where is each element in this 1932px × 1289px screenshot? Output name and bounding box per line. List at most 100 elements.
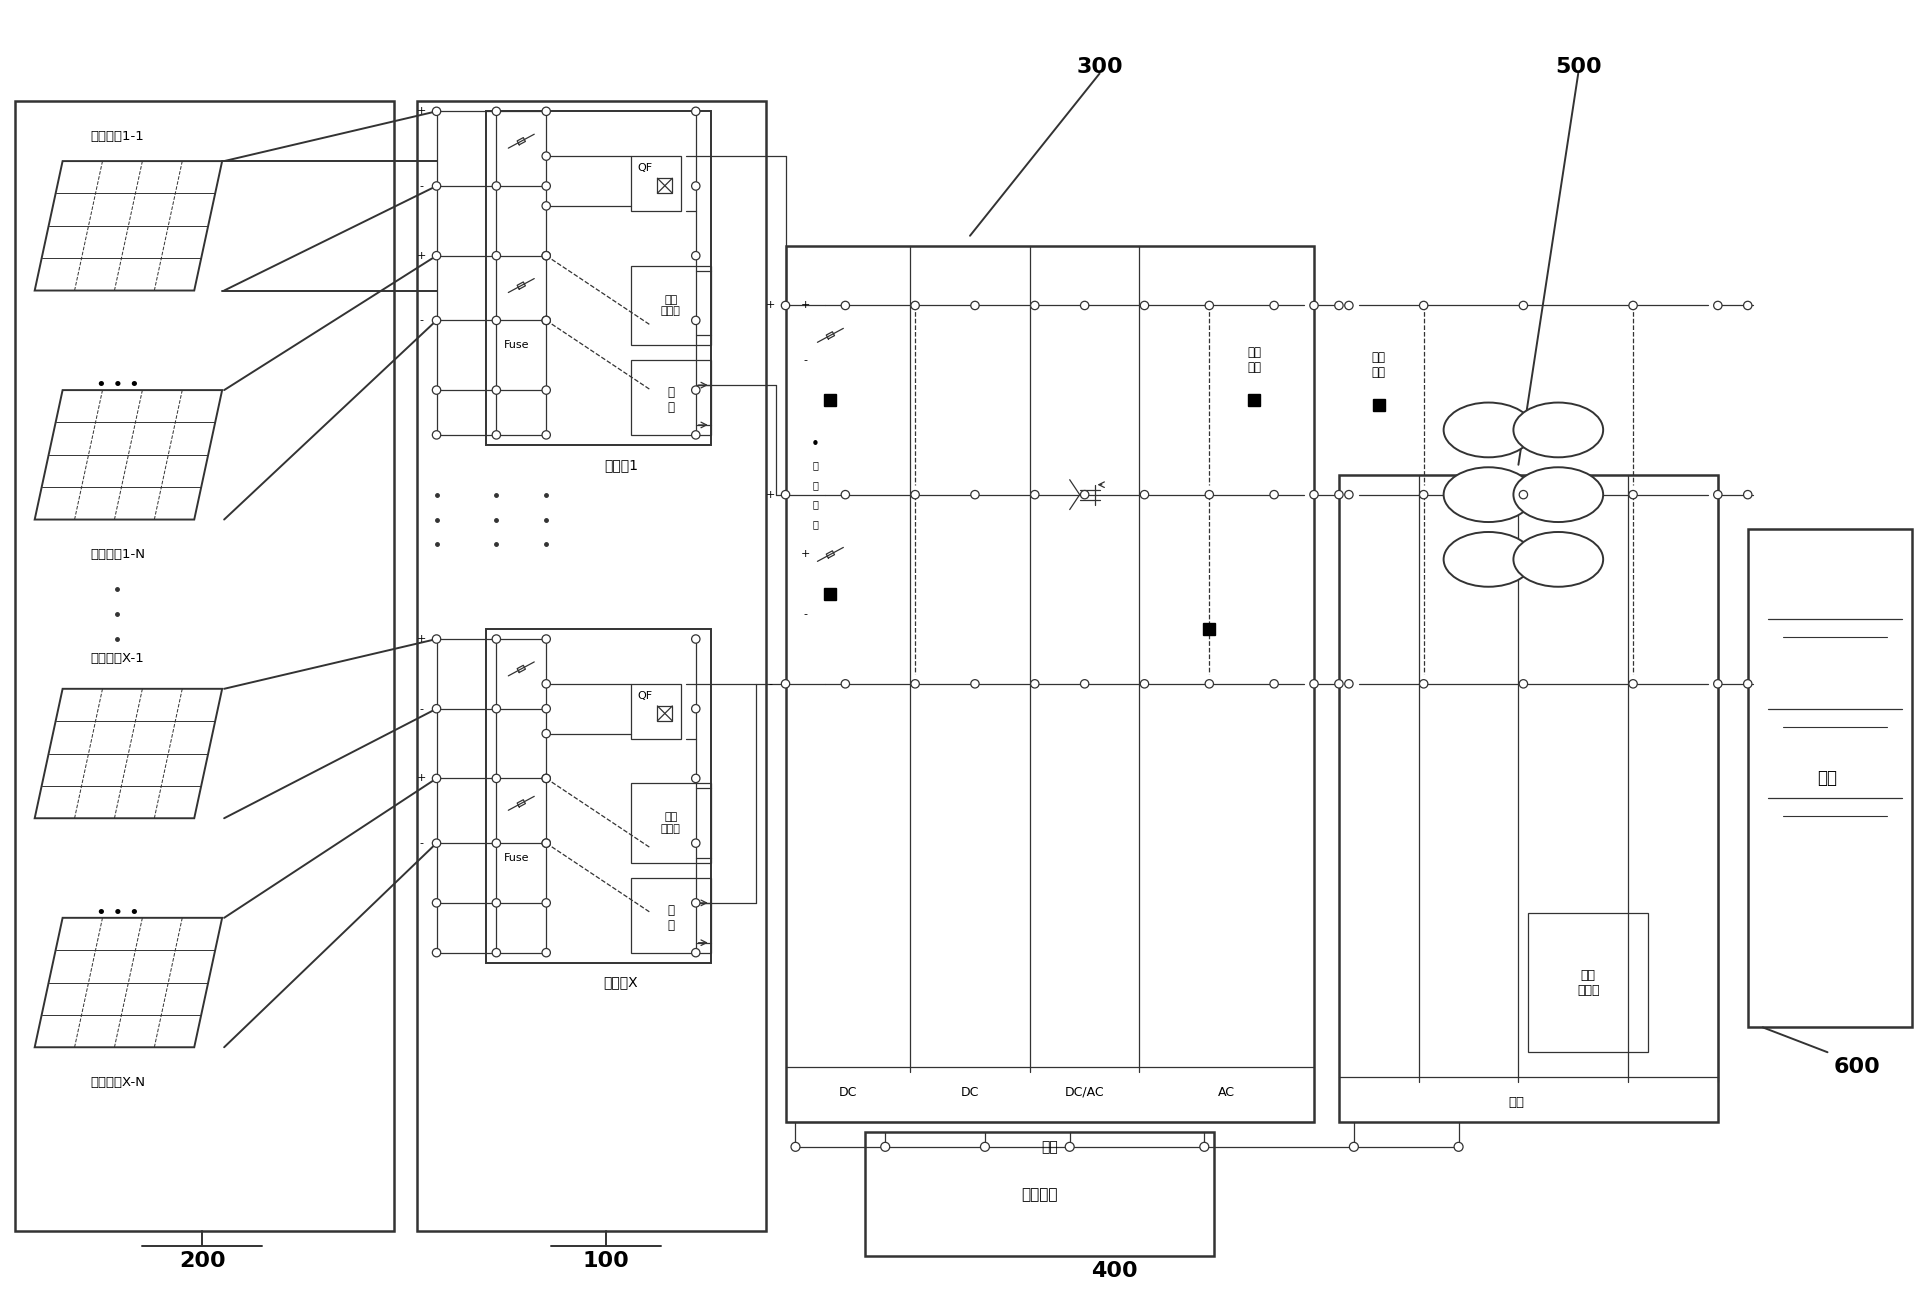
Bar [632, 360, 711, 434]
Circle shape [1714, 679, 1721, 688]
Circle shape [1206, 679, 1213, 688]
Circle shape [1629, 679, 1636, 688]
Circle shape [543, 182, 551, 191]
Circle shape [840, 491, 850, 499]
Circle shape [493, 251, 500, 260]
Circle shape [433, 182, 440, 191]
Circle shape [692, 107, 699, 116]
Circle shape [1629, 302, 1636, 309]
Circle shape [1420, 491, 1428, 499]
Text: 第一
断路器: 第一 断路器 [661, 812, 680, 834]
Bar [632, 878, 711, 953]
Circle shape [493, 775, 500, 782]
Text: +: + [417, 773, 427, 784]
Text: Fuse: Fuse [504, 853, 529, 864]
Text: 300: 300 [1076, 57, 1122, 76]
Bar [487, 111, 711, 445]
Circle shape [543, 730, 551, 737]
Circle shape [692, 775, 699, 782]
Bar [866, 1132, 1215, 1257]
Circle shape [692, 316, 699, 325]
Text: 200: 200 [180, 1252, 226, 1271]
Circle shape [840, 302, 850, 309]
Circle shape [1080, 302, 1090, 309]
Circle shape [840, 679, 850, 688]
Circle shape [433, 705, 440, 713]
Circle shape [433, 107, 440, 116]
Circle shape [1310, 302, 1318, 309]
Circle shape [1743, 679, 1752, 688]
Circle shape [912, 302, 920, 309]
Circle shape [543, 431, 551, 440]
Circle shape [1629, 491, 1636, 499]
Circle shape [543, 775, 551, 782]
Circle shape [1345, 679, 1352, 688]
Circle shape [970, 679, 980, 688]
Circle shape [1030, 302, 1039, 309]
Bar [1339, 474, 1718, 1121]
Circle shape [1080, 679, 1090, 688]
Circle shape [493, 705, 500, 713]
Text: -: - [804, 610, 808, 619]
Circle shape [493, 182, 500, 191]
Text: •: • [811, 437, 819, 452]
Ellipse shape [1443, 402, 1534, 458]
Bar [1748, 530, 1913, 1027]
Circle shape [493, 316, 500, 325]
Text: 监控后台: 监控后台 [1022, 1187, 1059, 1203]
Text: QF: QF [638, 164, 653, 173]
Circle shape [543, 201, 551, 210]
Circle shape [1206, 491, 1213, 499]
Text: 通信: 通信 [1507, 1096, 1524, 1109]
Circle shape [433, 316, 440, 325]
Text: 汇流箱X: 汇流箱X [603, 976, 638, 990]
Circle shape [1455, 1142, 1463, 1151]
Circle shape [1420, 302, 1428, 309]
Circle shape [692, 705, 699, 713]
Text: • • •: • • • [95, 904, 139, 922]
Text: 传: 传 [813, 460, 819, 469]
Text: -: - [804, 356, 808, 365]
Text: 400: 400 [1092, 1262, 1138, 1281]
Text: 传感
单元: 传感 单元 [1372, 351, 1385, 379]
Circle shape [912, 679, 920, 688]
Circle shape [1519, 491, 1528, 499]
Circle shape [493, 635, 500, 643]
Circle shape [1269, 679, 1279, 688]
Text: +: + [417, 634, 427, 644]
Text: DC/AC: DC/AC [1065, 1085, 1105, 1098]
Text: 100: 100 [583, 1252, 630, 1271]
Circle shape [1345, 491, 1352, 499]
Bar [657, 706, 672, 721]
Circle shape [1269, 491, 1279, 499]
Text: +: + [765, 300, 775, 311]
Circle shape [543, 251, 551, 260]
Circle shape [970, 491, 980, 499]
Text: Fuse: Fuse [504, 340, 529, 351]
Circle shape [1030, 491, 1039, 499]
Bar [417, 102, 765, 1231]
Circle shape [543, 385, 551, 394]
Circle shape [433, 635, 440, 643]
Circle shape [543, 316, 551, 325]
Text: -: - [419, 838, 423, 848]
Text: 光伏组串1-N: 光伏组串1-N [91, 548, 145, 561]
Circle shape [1714, 302, 1721, 309]
Circle shape [1140, 491, 1150, 499]
Circle shape [433, 251, 440, 260]
Circle shape [1200, 1142, 1209, 1151]
Circle shape [433, 431, 440, 440]
Text: 电网: 电网 [1818, 770, 1837, 788]
Text: 汇流箱1: 汇流箱1 [605, 458, 638, 472]
Ellipse shape [1513, 468, 1604, 522]
Text: 感: 感 [813, 480, 819, 490]
Ellipse shape [1513, 402, 1604, 458]
Circle shape [1269, 302, 1279, 309]
Circle shape [1345, 302, 1352, 309]
Circle shape [912, 491, 920, 499]
Ellipse shape [1443, 532, 1534, 586]
Circle shape [1743, 302, 1752, 309]
Text: 光伏组串1-1: 光伏组串1-1 [91, 130, 145, 143]
Circle shape [692, 839, 699, 847]
Text: DC: DC [960, 1085, 980, 1098]
